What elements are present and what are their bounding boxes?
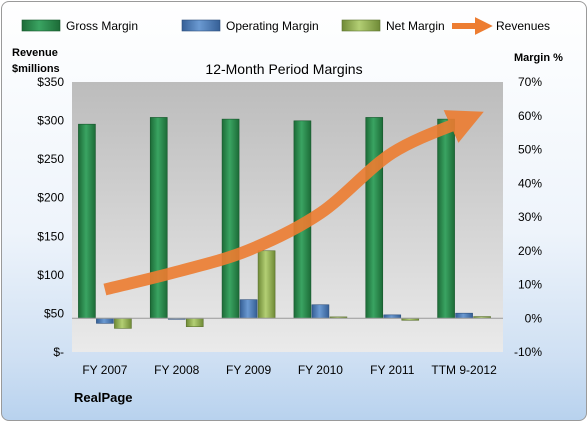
category-label: TTM 9-2012	[431, 363, 497, 377]
legend-swatch-net-margin	[341, 19, 381, 32]
bar-operating-margin	[311, 304, 330, 319]
right-tick-label: 20%	[518, 244, 542, 258]
right-tick-label: 70%	[518, 75, 542, 89]
bar-gross-margin	[78, 123, 96, 319]
left-tick-label: $-	[53, 345, 64, 359]
left-tick-label: $250	[37, 152, 64, 166]
bar-net-margin	[257, 250, 276, 319]
company-label: RealPage	[74, 390, 133, 405]
legend-label: Gross Margin	[66, 19, 138, 33]
plot-area	[72, 82, 503, 352]
bar-gross-margin	[221, 118, 240, 319]
right-tick-label: 50%	[518, 143, 542, 157]
category-label: FY 2008	[154, 363, 199, 377]
bar-operating-margin	[383, 314, 402, 319]
bars-group	[78, 117, 491, 329]
left-tick-label: $150	[37, 229, 64, 243]
legend-swatch-gross-margin	[21, 19, 61, 32]
legend-label: Net Margin	[386, 19, 445, 33]
revenue-line	[103, 110, 484, 296]
left-tick-label: $350	[37, 75, 64, 89]
category-label: FY 2007	[82, 363, 127, 377]
bar-operating-margin	[239, 299, 258, 319]
bar-operating-margin	[455, 312, 473, 319]
right-tick-label: 60%	[518, 109, 542, 123]
legend-swatch-operating-margin	[181, 19, 221, 32]
bar-net-margin	[185, 317, 204, 327]
category-label: FY 2011	[370, 363, 415, 377]
chart-title: 12-Month Period Margins	[205, 61, 362, 77]
bar-gross-margin	[437, 118, 455, 319]
right-tick-label: 0%	[525, 311, 543, 325]
right-tick-label: 30%	[518, 210, 542, 224]
revenue-line-group	[103, 110, 484, 296]
right-tick-label: -10%	[514, 345, 542, 359]
right-axis-ticks: -10% 0% 10% 20% 30% 40% 50% 60% 70%	[514, 75, 542, 359]
bar-operating-margin	[96, 317, 114, 324]
left-tick-label: $200	[37, 191, 64, 205]
left-tick-label: $300	[37, 114, 64, 128]
left-axis-title-line2: $millions	[12, 63, 60, 75]
bar-gross-margin	[149, 117, 168, 319]
category-label: FY 2009	[226, 363, 271, 377]
legend-label: Operating Margin	[226, 19, 319, 33]
legend: Gross Margin Operating Margin Net Margin Re…	[21, 17, 550, 35]
left-axis-ticks: $- $50 $100 $150 $200 $250 $300 $350	[37, 75, 64, 359]
left-tick-label: $100	[37, 268, 64, 282]
left-axis-title-line1: Revenue	[12, 47, 58, 59]
right-tick-label: 10%	[518, 278, 542, 292]
right-axis-title: Margin %	[514, 52, 563, 64]
right-tick-label: 40%	[518, 176, 542, 190]
bar-net-margin	[114, 317, 132, 329]
left-tick-label: $50	[44, 306, 64, 320]
category-label: FY 2010	[298, 363, 343, 377]
bar-gross-margin	[365, 117, 384, 319]
category-labels: FY 2007 FY 2008 FY 2009 FY 2010 FY 2011 TTM 9…	[82, 363, 497, 377]
legend-label: Revenues	[496, 19, 550, 33]
